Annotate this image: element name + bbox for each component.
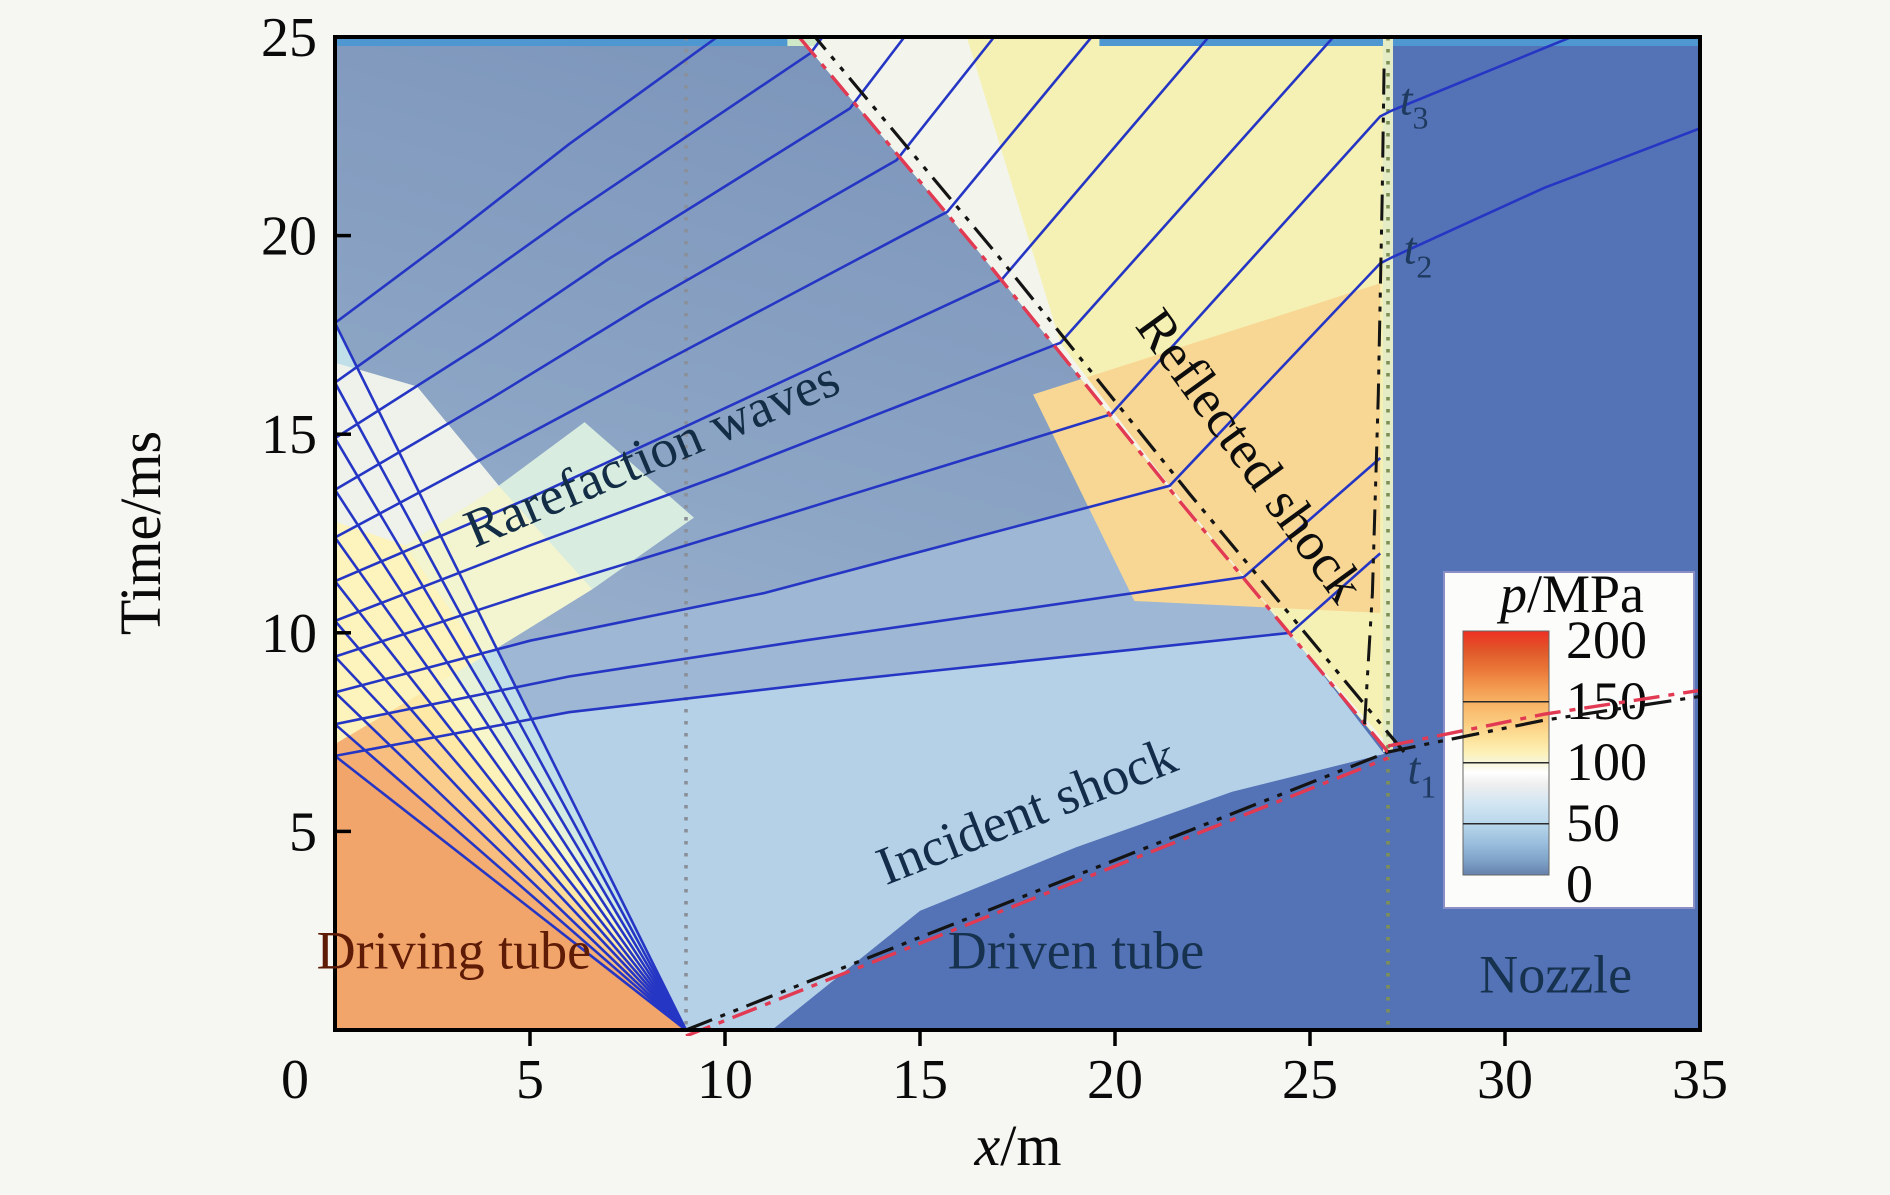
plot-area xyxy=(335,37,1700,1030)
fan-characteristic-10 xyxy=(335,322,688,1030)
section-guides xyxy=(684,37,1393,1030)
plot-frame xyxy=(333,35,1702,1032)
y-tick-label-25: 25 xyxy=(261,7,317,69)
y-tick-label-5: 5 xyxy=(289,801,317,863)
label-t3: t3 xyxy=(1400,74,1429,136)
characteristic-lines xyxy=(335,37,1700,1030)
reflected-shock xyxy=(797,37,1406,754)
fan-characteristic-5 xyxy=(335,580,688,1030)
axes: 0 5 10 15 20 25 30 35 5 10 15 20 25 x/m Time/ms xyxy=(108,7,1728,1178)
reflected-characteristic-2 xyxy=(335,127,1700,694)
fan-characteristic-1 xyxy=(335,723,687,1030)
fan-characteristic-2 xyxy=(335,691,687,1030)
y-tick-label-10: 10 xyxy=(261,603,317,665)
nozzle-entrance-line-halo xyxy=(1383,37,1393,752)
shock-lines xyxy=(685,37,1700,1036)
x-tick-label-20: 20 xyxy=(1087,1049,1143,1111)
y-axis-title: Time/ms xyxy=(108,431,173,635)
transmitted-shock-black xyxy=(1387,694,1700,754)
x-tick-label-10: 10 xyxy=(697,1049,753,1111)
reflected-characteristic-4 xyxy=(335,37,1335,623)
label-t1: t1 xyxy=(1408,743,1437,805)
reflected-characteristic-6 xyxy=(335,37,1093,539)
fan-characteristic-8 xyxy=(335,437,688,1030)
incident-shock xyxy=(685,750,1389,1036)
x-tick-label-15: 15 xyxy=(892,1049,948,1111)
x-tick-label-5: 5 xyxy=(516,1049,544,1111)
incident-shock-red xyxy=(685,756,1389,1036)
region-contour-band-mid xyxy=(335,485,1291,756)
incident-shock-black xyxy=(685,750,1389,1030)
y-tick-label-20: 20 xyxy=(261,206,317,268)
top-strip-2 xyxy=(1099,37,1700,46)
contact-surface xyxy=(1363,64,1386,725)
fan-characteristic-6 xyxy=(335,536,688,1030)
label-t2: t2 xyxy=(1404,222,1433,284)
legend-tick-200: 200 xyxy=(1566,610,1647,670)
legend-tick-150: 150 xyxy=(1566,671,1647,731)
fan-characteristic-4 xyxy=(335,620,687,1030)
x-tick-label-0: 0 xyxy=(281,1049,309,1111)
y-tick-label-15: 15 xyxy=(261,404,317,466)
reflected-characteristic-5 xyxy=(335,37,1210,583)
legend-tick-0: 0 xyxy=(1566,854,1593,914)
reflected-characteristic-9 xyxy=(335,37,824,384)
fan-characteristic-9 xyxy=(335,381,688,1030)
reflected-characteristic-0 xyxy=(335,552,1382,758)
transmitted-shock xyxy=(1387,688,1700,754)
transmitted-shock-red xyxy=(1387,688,1700,748)
x-axis-title: x/m xyxy=(974,1113,1062,1178)
reflected-shock-black xyxy=(813,37,1406,754)
reflected-characteristic-7 xyxy=(335,37,996,491)
label-driving-tube: Driving tube xyxy=(317,920,591,980)
overlay-wall-patch-cream xyxy=(405,485,593,657)
legend-title: p/MPa xyxy=(1496,564,1644,624)
reflected-characteristic-1 xyxy=(335,457,1382,726)
x-tick-label-25: 25 xyxy=(1282,1049,1338,1111)
legend-tick-100: 100 xyxy=(1566,732,1647,792)
fan-characteristic-3 xyxy=(335,655,687,1030)
reflected-shock-red xyxy=(797,37,1390,754)
reflected-characteristic-8 xyxy=(335,37,906,440)
legend-tick-50: 50 xyxy=(1566,793,1620,853)
reflected-characteristic-10 xyxy=(335,37,718,325)
legend-colorbar xyxy=(1462,630,1550,876)
fan-characteristic-7 xyxy=(335,489,688,1030)
fan-characteristic-0 xyxy=(335,754,687,1030)
x-tick-label-35: 35 xyxy=(1672,1049,1728,1111)
x-tick-label-30: 30 xyxy=(1477,1049,1533,1111)
overlay-wall-patch-mint xyxy=(498,422,694,590)
label-driven-tube: Driven tube xyxy=(948,920,1204,980)
top-strip-0 xyxy=(335,37,788,46)
label-nozzle: Nozzle xyxy=(1479,944,1632,1004)
